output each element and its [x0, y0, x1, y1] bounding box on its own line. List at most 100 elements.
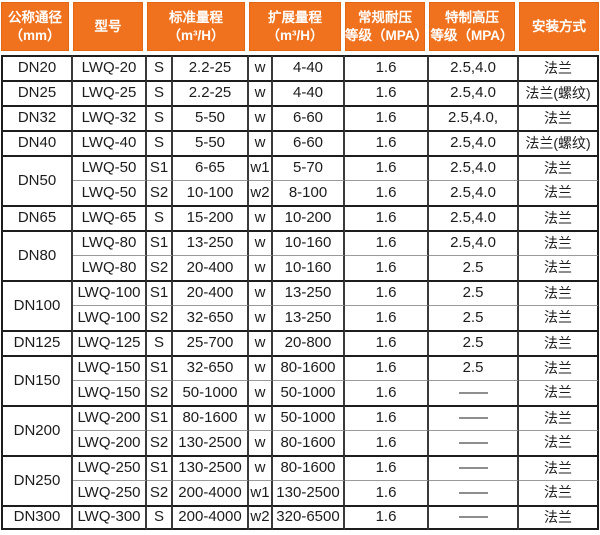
cell-installation: 法兰 [519, 205, 599, 230]
cell-installation: 法兰 [519, 105, 599, 130]
cell-standard-range: 15-200 [173, 205, 249, 230]
table-row: DN200 LWQ-200 S1 80-1600 w 50-1000 1.6 —— 法兰 [1, 405, 599, 455]
cell-high-pressure: 2.5 [429, 355, 519, 380]
cell-nominal-diameter: DN150 [1, 355, 73, 405]
cell-high-pressure: 2.5,4.0 [429, 155, 519, 180]
cell-extended-range: 10-200 [273, 205, 345, 230]
cell-standard-range: 5-50 [173, 105, 249, 130]
cell-standard-code: S2 [147, 480, 173, 505]
table-row: DN25 LWQ-25 S 2.2-25 w 4-40 1.6 2.5,4.0 法兰(螺纹) [1, 80, 599, 105]
cell-standard-range: 20-400 [173, 255, 249, 280]
table-row: DN32 LWQ-32 S 5-50 w 6-60 1.6 2.5,4.0, 法兰 [1, 105, 599, 130]
cell-nominal-diameter: DN100 [1, 280, 73, 330]
cell-extended-range: 5-70 [273, 155, 345, 180]
cell-installation: 法兰 [519, 380, 599, 405]
table-row: DN300 LWQ-300 S 200-4000 w2 320-6500 1.6 —— 法兰 [1, 505, 599, 530]
cell-normal-pressure: 1.6 [345, 80, 429, 105]
cell-model: LWQ-32 [73, 105, 147, 130]
cell-standard-range: 25-700 [173, 330, 249, 355]
cell-nominal-diameter: DN40 [1, 130, 73, 155]
cell-normal-pressure: 1.6 [345, 205, 429, 230]
cell-standard-range: 200-4000 [173, 480, 249, 505]
cell-high-pressure: —— [429, 380, 519, 405]
cell-standard-code: S [147, 55, 173, 80]
cell-standard-code: S1 [147, 455, 173, 480]
cell-extended-range: 8-100 [273, 180, 345, 205]
cell-nominal-diameter: DN25 [1, 80, 73, 105]
cell-normal-pressure: 1.6 [345, 355, 429, 380]
cell-standard-range: 32-650 [173, 355, 249, 380]
cell-nominal-diameter: DN250 [1, 455, 73, 505]
cell-installation: 法兰 [519, 155, 599, 180]
cell-standard-code: S1 [147, 155, 173, 180]
cell-high-pressure: 2.5,4.0 [429, 130, 519, 155]
table-row: DN125 LWQ-125 S 25-700 w 20-800 1.6 2.5 法兰 [1, 330, 599, 355]
cell-installation: 法兰 [519, 305, 599, 330]
cell-high-pressure: —— [429, 430, 519, 455]
cell-extended-code: w [249, 80, 273, 105]
table-row: LWQ-250 S2 200-4000 w1 130-2500 1.6 —— 法兰 [1, 480, 599, 505]
cell-standard-code: S1 [147, 230, 173, 255]
table-row: DN100 LWQ-100 S1 20-400 w 13-250 1.6 2.5 法兰 [1, 280, 599, 330]
cell-standard-code: S2 [147, 305, 173, 330]
cell-standard-range: 130-2500 [173, 430, 249, 455]
cell-extended-code: w [249, 405, 273, 430]
cell-extended-range: 6-60 [273, 130, 345, 155]
cell-standard-range: 32-650 [173, 305, 249, 330]
cell-installation: 法兰(螺纹) [519, 130, 599, 155]
cell-normal-pressure: 1.6 [345, 430, 429, 455]
cell-normal-pressure: 1.6 [345, 280, 429, 305]
cell-nominal-diameter: DN50 [1, 155, 73, 205]
cell-extended-code: w1 [249, 480, 273, 505]
cell-installation: 法兰 [519, 505, 599, 530]
cell-extended-range: 10-160 [273, 255, 345, 280]
table-row: LWQ-200 S2 130-2500 w 80-1600 1.6 —— 法兰 [1, 430, 599, 455]
table-body: DN20 LWQ-20 S 2.2-25 w 4-40 1.6 2.5,4.0 法兰 DN25 LW… [1, 55, 599, 530]
cell-standard-code: S1 [147, 405, 173, 430]
cell-normal-pressure: 1.6 [345, 480, 429, 505]
cell-normal-pressure: 1.6 [345, 130, 429, 155]
cell-model: LWQ-250 [73, 455, 147, 480]
table-row: LWQ-100 S2 32-650 w 13-250 1.6 2.5 法兰 [1, 305, 599, 330]
cell-high-pressure: —— [429, 505, 519, 530]
cell-extended-code: w [249, 380, 273, 405]
table-row: LWQ-50 S2 10-100 w2 8-100 1.6 2.5,4.0 法兰 [1, 180, 599, 205]
cell-extended-code: w [249, 455, 273, 480]
cell-normal-pressure: 1.6 [345, 380, 429, 405]
header-row: 公称通径 （mm） 型号 标准量程 （m³/H） 扩展量程 （m³/H） 常规耐… [1, 2, 599, 55]
cell-high-pressure: —— [429, 480, 519, 505]
table-row: DN250 LWQ-250 S1 130-2500 w 80-1600 1.6 —— 法兰 [1, 455, 599, 505]
cell-extended-code: w1 [249, 155, 273, 180]
cell-nominal-diameter: DN20 [1, 55, 73, 80]
header-extended-range: 扩展量程 （m³/H） [249, 2, 345, 55]
cell-normal-pressure: 1.6 [345, 305, 429, 330]
cell-high-pressure: 2.5,4.0 [429, 80, 519, 105]
cell-nominal-diameter: DN32 [1, 105, 73, 130]
cell-high-pressure: 2.5 [429, 330, 519, 355]
header-model: 型号 [73, 2, 147, 55]
cell-extended-code: w [249, 355, 273, 380]
cell-standard-code: S [147, 105, 173, 130]
cell-nominal-diameter: DN65 [1, 205, 73, 230]
cell-extended-code: w [249, 430, 273, 455]
cell-normal-pressure: 1.6 [345, 180, 429, 205]
cell-model: LWQ-200 [73, 405, 147, 430]
cell-high-pressure: —— [429, 455, 519, 480]
cell-high-pressure: 2.5 [429, 280, 519, 305]
table-row: LWQ-150 S2 50-1000 w 50-1000 1.6 —— 法兰 [1, 380, 599, 405]
header-special-high-pressure-rating: 特制高压 等级（MPA） [429, 2, 519, 55]
cell-installation: 法兰(螺纹) [519, 80, 599, 105]
cell-model: LWQ-300 [73, 505, 147, 530]
table-row: DN40 LWQ-40 S 5-50 w 6-60 1.6 2.5,4.0 法兰(螺纹) [1, 130, 599, 155]
cell-normal-pressure: 1.6 [345, 455, 429, 480]
table-row: DN20 LWQ-20 S 2.2-25 w 4-40 1.6 2.5,4.0 法兰 [1, 55, 599, 80]
cell-high-pressure: 2.5,4.0, [429, 105, 519, 130]
table-row: DN50 LWQ-50 S1 6-65 w1 5-70 1.6 2.5,4.0 法兰 [1, 155, 599, 205]
cell-model: LWQ-50 [73, 180, 147, 205]
cell-standard-code: S2 [147, 180, 173, 205]
cell-nominal-diameter: DN125 [1, 330, 73, 355]
cell-model: LWQ-125 [73, 330, 147, 355]
cell-high-pressure: 2.5 [429, 305, 519, 330]
cell-standard-code: S [147, 505, 173, 530]
cell-model: LWQ-20 [73, 55, 147, 80]
